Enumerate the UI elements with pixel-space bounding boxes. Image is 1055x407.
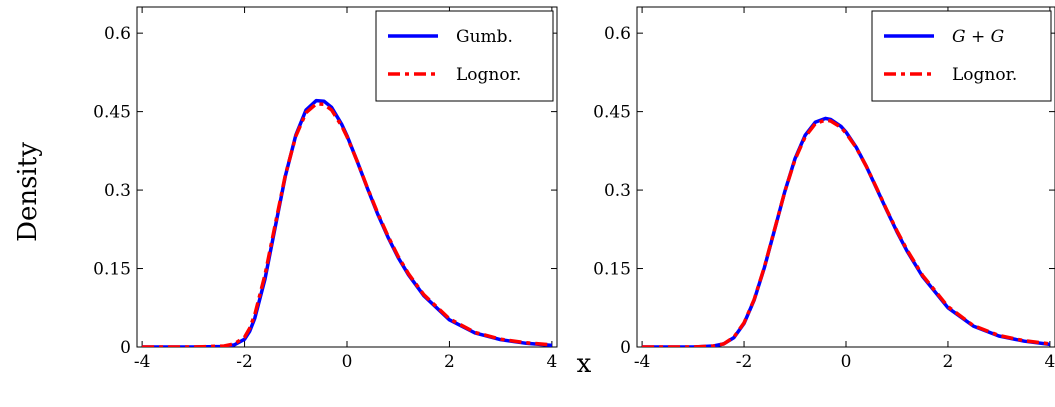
y-tick-label: 0.15 [593,260,631,280]
series-line-lognor [642,118,1051,347]
x-tick-label: 2 [444,352,455,372]
y-tick-label: 0.45 [93,103,131,123]
x-tick-label: -2 [236,352,253,372]
y-tick-label: 0.6 [604,24,631,44]
y-tick-label: 0.3 [104,181,131,201]
x-axis-title: x [577,349,592,379]
legend: G + G Lognor. [871,10,1052,102]
x-tick-label: -4 [634,352,651,372]
legend-box [375,10,554,102]
legend-label: Lognor. [456,65,521,85]
series-line-g-g [642,116,1051,347]
y-tick-label: 0 [120,338,131,358]
y-tick-label: 0.15 [93,260,131,280]
legend-box [871,10,1052,102]
y-tick-label: 0.45 [593,103,631,123]
y-tick-label: 0.3 [604,181,631,201]
y-tick-label: 0 [620,338,631,358]
legend-label: G + G [952,27,1004,47]
x-tick-label: 0 [342,352,353,372]
x-tick-label: -4 [134,352,151,372]
right-panel: -4 -2 0 2 4 0 0.15 0.3 0.45 0.6 G + G Lognor. [593,6,1055,372]
series-line-lognor [142,102,553,347]
x-tick-label: 4 [1044,352,1055,372]
x-tick-label: 0 [841,352,852,372]
y-tick-label: 0.6 [104,24,131,44]
y-axis-title: Density [13,142,43,242]
legend-label: Gumb. [456,27,513,47]
legend: Gumb. Lognor. [375,10,554,102]
left-panel: -4 -2 0 2 4 0 0.15 0.3 0.45 0.6 Gumb. Lognor. [93,6,558,372]
x-tick-label: 4 [546,352,557,372]
x-tick-label: 2 [943,352,954,372]
x-tick-label: -2 [736,352,753,372]
legend-label: Lognor. [952,65,1017,85]
